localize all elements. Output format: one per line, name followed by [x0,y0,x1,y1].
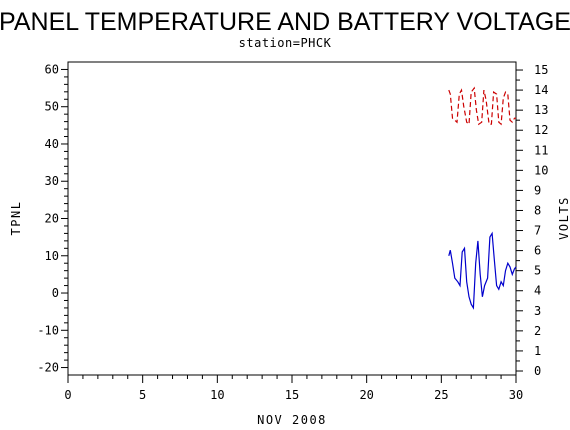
y-right-tick-label: 12 [534,123,548,137]
y-right-tick-label: 0 [534,364,541,378]
y-left-tick-label: 10 [45,249,59,263]
y-right-tick-label: 13 [534,103,548,117]
y-left-tick-label: 20 [45,212,59,226]
y-right-tick-label: 10 [534,163,548,177]
y-right-tick-label: 14 [534,83,548,97]
battery-voltage-line [448,86,516,126]
x-tick-label: 25 [434,388,448,402]
x-tick-label: 15 [285,388,299,402]
y-axis-right-label: VOLTS [557,196,570,240]
y-right-tick-label: 15 [534,63,548,77]
x-axis-label: NOV 2008 [257,413,327,427]
x-axis: 0 5 10 15 20 25 30 [64,375,523,402]
y-right-tick-label: 2 [534,324,541,338]
y-axis-left: -20 -10 0 10 20 30 40 50 60 [37,62,68,375]
y-left-tick-label: 40 [45,137,59,151]
y-left-tick-label: 0 [52,286,59,300]
y-left-tick-label: 60 [45,62,59,76]
y-right-tick-label: 9 [534,183,541,197]
panel-temperature-line [448,231,517,310]
y-left-tick-label: 50 [45,100,59,114]
x-tick-label: 10 [210,388,224,402]
y-right-tick-label: 1 [534,344,541,358]
chart-title: PANEL TEMPERATURE AND BATTERY VOLTAGE [0,8,570,36]
series-layer [448,86,517,310]
y-left-tick-label: -20 [37,361,59,375]
y-left-tick-label: -10 [37,323,59,337]
x-tick-label: 0 [64,388,71,402]
y-axis-left-label: TPNL [9,201,23,236]
chart-subtitle: station=PHCK [239,36,332,50]
x-tick-label: 5 [139,388,146,402]
y-right-tick-label: 8 [534,203,541,217]
y-right-tick-label: 11 [534,143,548,157]
y-right-tick-label: 4 [534,284,541,298]
plot-frame [67,61,517,376]
y-right-tick-label: 7 [534,224,541,238]
y-left-tick-label: 30 [45,174,59,188]
y-right-tick-label: 5 [534,264,541,278]
x-tick-label: 30 [509,388,523,402]
y-right-tick-label: 6 [534,244,541,258]
x-tick-label: 20 [359,388,373,402]
y-right-tick-label: 3 [534,304,541,318]
